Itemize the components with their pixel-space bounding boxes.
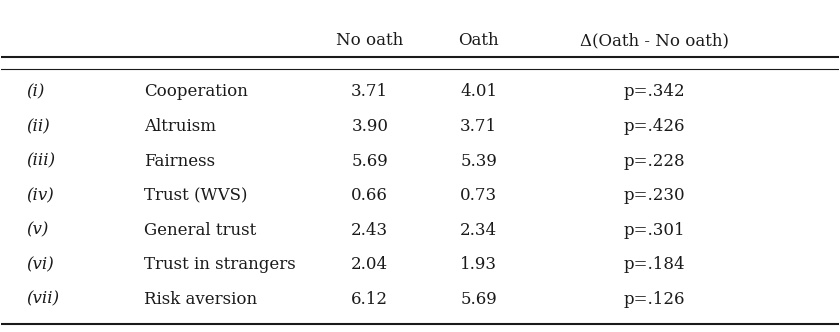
Text: p=.230: p=.230 bbox=[623, 187, 685, 204]
Text: Δ(Oath - No oath): Δ(Oath - No oath) bbox=[580, 33, 729, 49]
Text: p=.126: p=.126 bbox=[623, 291, 685, 308]
Text: 3.71: 3.71 bbox=[351, 83, 388, 100]
Text: 2.43: 2.43 bbox=[351, 222, 388, 239]
Text: 0.73: 0.73 bbox=[460, 187, 497, 204]
Text: 5.69: 5.69 bbox=[460, 291, 497, 308]
Text: 1.93: 1.93 bbox=[460, 256, 497, 273]
Text: No oath: No oath bbox=[336, 33, 403, 49]
Text: 2.34: 2.34 bbox=[460, 222, 497, 239]
Text: (ii): (ii) bbox=[27, 118, 50, 135]
Text: p=.342: p=.342 bbox=[623, 83, 685, 100]
Text: General trust: General trust bbox=[144, 222, 256, 239]
Text: 3.90: 3.90 bbox=[351, 118, 388, 135]
Text: (i): (i) bbox=[27, 83, 45, 100]
Text: 3.71: 3.71 bbox=[460, 118, 497, 135]
Text: (iv): (iv) bbox=[27, 187, 55, 204]
Text: Altruism: Altruism bbox=[144, 118, 216, 135]
Text: 5.69: 5.69 bbox=[351, 153, 388, 170]
Text: p=.426: p=.426 bbox=[623, 118, 685, 135]
Text: p=.228: p=.228 bbox=[623, 153, 685, 170]
Text: 6.12: 6.12 bbox=[351, 291, 388, 308]
Text: p=.184: p=.184 bbox=[623, 256, 685, 273]
Text: 0.66: 0.66 bbox=[351, 187, 388, 204]
Text: Oath: Oath bbox=[459, 33, 499, 49]
Text: Risk aversion: Risk aversion bbox=[144, 291, 257, 308]
Text: (vi): (vi) bbox=[27, 256, 55, 273]
Text: (v): (v) bbox=[27, 222, 49, 239]
Text: Trust in strangers: Trust in strangers bbox=[144, 256, 296, 273]
Text: Fairness: Fairness bbox=[144, 153, 215, 170]
Text: 4.01: 4.01 bbox=[460, 83, 497, 100]
Text: Cooperation: Cooperation bbox=[144, 83, 248, 100]
Text: (vii): (vii) bbox=[27, 291, 60, 308]
Text: 5.39: 5.39 bbox=[460, 153, 497, 170]
Text: 2.04: 2.04 bbox=[351, 256, 388, 273]
Text: (iii): (iii) bbox=[27, 153, 55, 170]
Text: Trust (WVS): Trust (WVS) bbox=[144, 187, 247, 204]
Text: p=.301: p=.301 bbox=[623, 222, 685, 239]
